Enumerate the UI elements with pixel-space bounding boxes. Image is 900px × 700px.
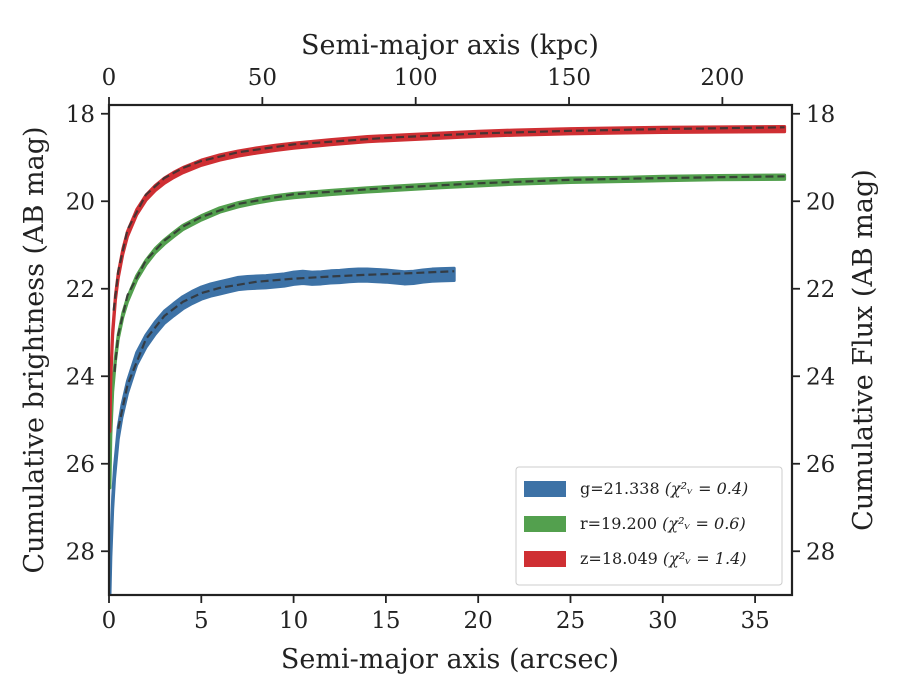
series-fit-0 xyxy=(117,270,455,429)
y-axis-label: Cumulative brightness (AB mag) xyxy=(19,126,50,573)
y-tick-label-4: 26 xyxy=(66,452,95,478)
top-x-axis-label: Semi-major axis (kpc) xyxy=(301,30,599,61)
series-line-0 xyxy=(109,273,455,591)
legend-name-0: g=21.338 xyxy=(580,479,665,498)
x-tick-label-4: 20 xyxy=(464,608,493,634)
plot-area xyxy=(109,124,787,595)
axes-ticks: 0 5 10 15 20 25 30 35 0 50 100 150 200 18 20 22 24 26 28 18… xyxy=(66,65,836,634)
right-y-tick-label-5: 28 xyxy=(806,539,835,565)
legend-label-0: g=21.338 (χ²ᵥ = 0.4) xyxy=(580,479,748,498)
legend-swatch-0 xyxy=(524,481,566,497)
x-tick-label-5: 25 xyxy=(556,608,585,634)
x-tick-label-0: 0 xyxy=(102,608,117,634)
x-axis-label: Semi-major axis (arcsec) xyxy=(281,644,619,675)
legend-swatch-2 xyxy=(524,551,566,567)
right-y-tick-label-3: 24 xyxy=(806,364,835,390)
series-fit-2 xyxy=(112,126,785,311)
legend-label-1: r=19.200 (χ²ᵥ = 0.6) xyxy=(580,514,746,533)
legend-chi2-1: (χ²ᵥ = 0.6) xyxy=(662,514,746,533)
x-tick-label-6: 30 xyxy=(648,608,677,634)
series-fit-1 xyxy=(113,175,785,372)
legend-name-1: r=19.200 xyxy=(580,514,662,533)
right-y-tick-label-1: 20 xyxy=(806,189,835,215)
legend-label-2: z=18.049 (χ²ᵥ = 1.4) xyxy=(580,549,746,568)
x-tick-label-7: 35 xyxy=(740,608,769,634)
top-x-tick-label-3: 150 xyxy=(547,65,591,91)
legend-chi2-0: (χ²ᵥ = 0.4) xyxy=(665,479,749,498)
legend-name-2: z=18.049 xyxy=(580,549,663,568)
series-line-1 xyxy=(109,175,785,486)
y-tick-label-1: 20 xyxy=(66,189,95,215)
right-y-tick-label-0: 18 xyxy=(806,102,835,128)
series-band-1 xyxy=(109,173,787,490)
right-y-axis-label: Cumulative Flux (AB mag) xyxy=(848,169,879,531)
right-y-tick-label-4: 26 xyxy=(806,452,835,478)
y-tick-label-5: 28 xyxy=(66,539,95,565)
x-tick-label-3: 15 xyxy=(371,608,400,634)
y-tick-label-0: 18 xyxy=(66,102,95,128)
legend-swatch-1 xyxy=(524,516,566,532)
legend: g=21.338 (χ²ᵥ = 0.4)r=19.200 (χ²ᵥ = 0.6)… xyxy=(515,466,783,586)
top-x-tick-label-1: 50 xyxy=(248,65,277,91)
top-x-tick-label-2: 100 xyxy=(394,65,438,91)
y-tick-label-2: 22 xyxy=(66,277,95,303)
legend-frame xyxy=(515,466,783,586)
right-y-tick-label-2: 22 xyxy=(806,277,835,303)
series-band-0 xyxy=(109,266,456,595)
y-tick-label-3: 24 xyxy=(66,364,95,390)
x-tick-label-1: 5 xyxy=(194,608,209,634)
top-x-tick-label-4: 200 xyxy=(700,65,744,91)
plot-frame xyxy=(107,103,794,597)
top-x-tick-label-0: 0 xyxy=(102,65,117,91)
x-tick-label-2: 10 xyxy=(279,608,308,634)
legend-chi2-2: (χ²ᵥ = 1.4) xyxy=(663,549,747,568)
